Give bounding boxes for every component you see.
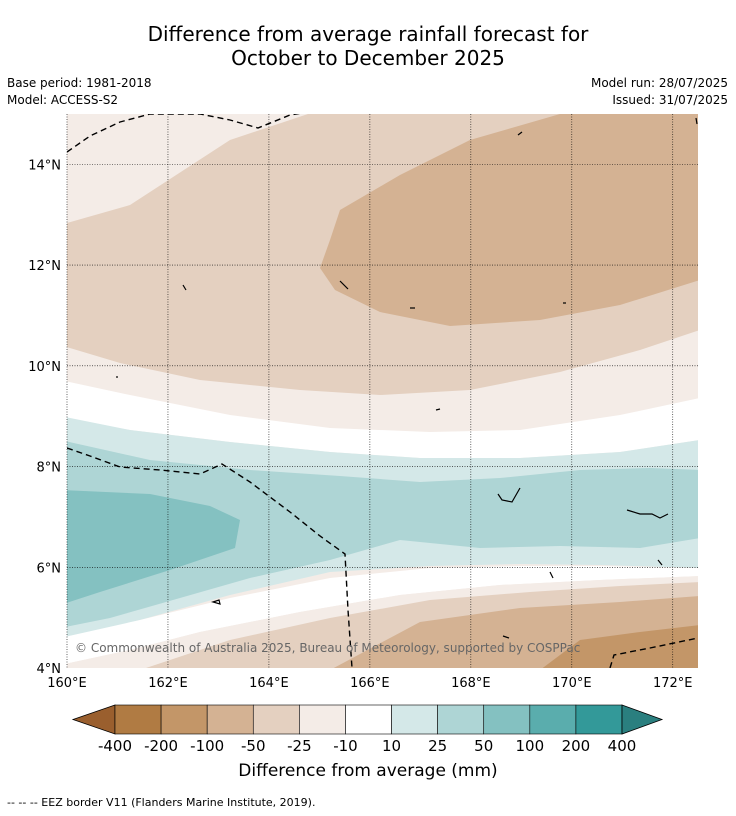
colorbar-segment	[529, 704, 577, 735]
colorbar-tick-label: -400	[98, 737, 132, 755]
colorbar-tick-label: 100	[515, 737, 544, 755]
band-minus-100-north	[320, 114, 698, 326]
lon-label: 164°E	[249, 676, 289, 691]
colorbar-tick-label: -50	[241, 737, 266, 755]
map-frame	[67, 114, 698, 668]
eez-footnote: -- -- -- EEZ border V11 (Flanders Marine…	[7, 796, 316, 809]
colorbar-unit-label: Difference from average (mm)	[238, 761, 498, 781]
lon-label: 170°E	[552, 676, 592, 691]
model-run: Model run: 28/07/2025	[590, 76, 728, 90]
lat-label: 4°N	[37, 662, 62, 677]
colorbar-segment	[575, 704, 623, 735]
islands	[116, 117, 698, 639]
band-white-north	[67, 381, 698, 458]
copyright-notice: © Commonwealth of Australia 2025, Bureau…	[75, 641, 581, 655]
meta-left: Base period: 1981-2018 Model: ACCESS-S2	[7, 75, 152, 109]
colorbar	[71, 704, 664, 735]
lat-label: 10°N	[28, 360, 61, 375]
model-name: Model: ACCESS-S2	[7, 93, 119, 107]
colorbar-tick-label: 400	[608, 737, 637, 755]
colorbar-segment	[206, 704, 254, 735]
eez-border-southeast	[609, 637, 698, 668]
colorbar-labels: -400 -200 -100 -50 -25 -10 10 25 50 100 200 400	[98, 737, 636, 755]
band-white-south	[67, 566, 698, 664]
colorbar-segment	[299, 704, 346, 735]
lat-label: 6°N	[37, 561, 62, 576]
band-minus-10-top	[67, 114, 308, 223]
colorbar-tick-label: 200	[562, 737, 591, 755]
meta-right: Model run: 28/07/2025 Issued: 31/07/2025	[591, 75, 728, 109]
colorbar-min-extend	[71, 704, 116, 735]
title-line-2: October to December 2025	[231, 46, 505, 70]
colorbar-segment	[345, 704, 392, 735]
colorbar-tick-label: 50	[474, 737, 493, 755]
colorbar-tick-label: -25	[287, 737, 312, 755]
lon-label: 160°E	[47, 676, 87, 691]
colorbar-tick-label: -100	[190, 737, 224, 755]
colorbar-tick-label: 10	[382, 737, 401, 755]
base-period: Base period: 1981-2018	[7, 76, 152, 90]
colorbar-segment	[391, 704, 438, 735]
lon-label: 162°E	[148, 676, 188, 691]
colorbar-segment	[437, 704, 485, 735]
eez-border-south	[67, 447, 353, 668]
lat-label: 12°N	[28, 259, 61, 274]
colorbar-tick-label: -200	[144, 737, 178, 755]
longitude-labels: 160°E 162°E 164°E 166°E 168°E 170°E 172°E	[47, 676, 692, 691]
latitude-labels: 14°N 12°N 10°N 8°N 6°N 4°N	[28, 158, 61, 677]
eez-border-north	[67, 114, 301, 153]
colorbar-segment	[160, 704, 208, 735]
lon-label: 168°E	[451, 676, 491, 691]
colorbar-segment	[114, 704, 162, 735]
colorbar-tick-label: 25	[428, 737, 447, 755]
issued-date: Issued: 31/07/2025	[612, 93, 728, 107]
band-plus-50	[67, 490, 240, 603]
graticule	[66, 114, 698, 668]
band-minus-200-south	[542, 625, 698, 668]
colorbar-tick-label: -10	[333, 737, 358, 755]
lat-label: 8°N	[37, 461, 62, 476]
band-plus-25	[67, 441, 698, 627]
colorbar-max-extend	[621, 704, 664, 735]
lon-label: 166°E	[350, 676, 390, 691]
lon-label: 172°E	[653, 676, 693, 691]
lat-label: 14°N	[28, 158, 61, 173]
map-title: Difference from average rainfall forecas…	[0, 22, 736, 70]
colorbar-segment	[483, 704, 531, 735]
colorbar-segment	[252, 704, 300, 735]
title-line-1: Difference from average rainfall forecas…	[147, 22, 589, 46]
